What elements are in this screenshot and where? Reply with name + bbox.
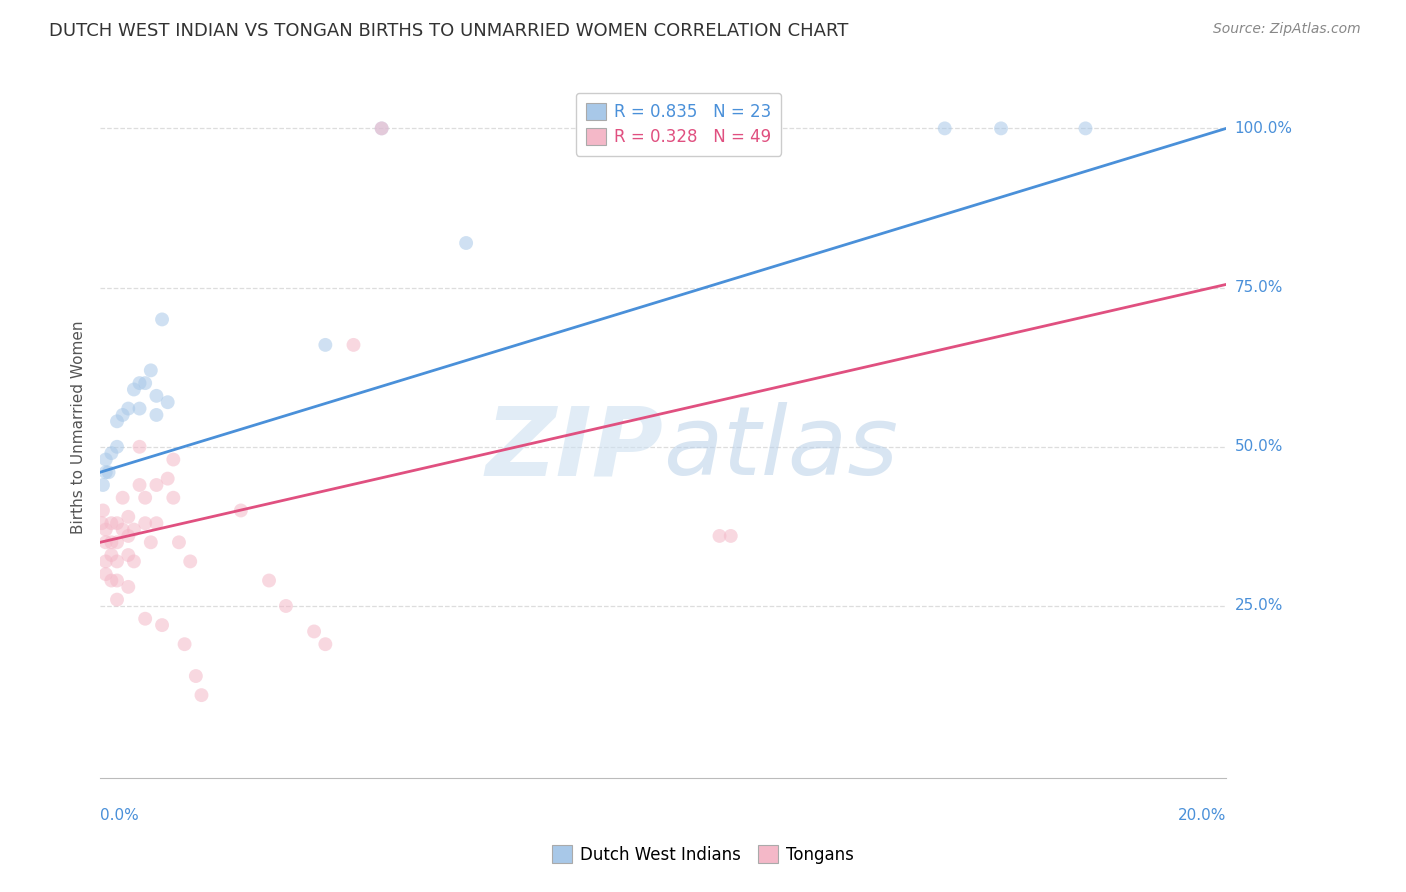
Point	[105, 574, 128, 588]
Point	[156, 395, 179, 409]
Point	[173, 637, 195, 651]
Point	[145, 478, 167, 492]
Point	[156, 472, 179, 486]
Point	[117, 509, 139, 524]
Point	[90, 516, 112, 531]
Point	[162, 452, 184, 467]
Point	[117, 401, 139, 416]
Point	[274, 599, 297, 613]
Point	[117, 529, 139, 543]
Point	[257, 574, 280, 588]
Point	[134, 612, 156, 626]
Y-axis label: Births to Unmarried Women: Births to Unmarried Women	[72, 321, 86, 534]
Point	[314, 637, 336, 651]
Point	[167, 535, 190, 549]
Point	[94, 465, 117, 479]
Point	[145, 516, 167, 531]
Point	[105, 414, 128, 428]
Point	[134, 376, 156, 390]
Point	[990, 121, 1012, 136]
Point	[94, 535, 117, 549]
Point	[111, 523, 134, 537]
Text: DUTCH WEST INDIAN VS TONGAN BIRTHS TO UNMARRIED WOMEN CORRELATION CHART: DUTCH WEST INDIAN VS TONGAN BIRTHS TO UN…	[49, 22, 849, 40]
Point	[134, 516, 156, 531]
Legend: Dutch West Indians, Tongans: Dutch West Indians, Tongans	[546, 838, 860, 871]
Point	[94, 523, 117, 537]
Point	[314, 338, 336, 352]
Point	[100, 548, 122, 562]
Point	[111, 491, 134, 505]
Point	[134, 491, 156, 505]
Point	[709, 529, 731, 543]
Point	[342, 338, 364, 352]
Point	[128, 376, 150, 390]
Text: 20.0%: 20.0%	[1178, 808, 1226, 823]
Point	[94, 567, 117, 582]
Point	[128, 478, 150, 492]
Point	[91, 478, 114, 492]
Point	[105, 554, 128, 568]
Point	[145, 389, 167, 403]
Point	[91, 503, 114, 517]
Point	[934, 121, 956, 136]
Point	[111, 408, 134, 422]
Text: 0.0%: 0.0%	[100, 808, 139, 823]
Text: atlas: atlas	[664, 402, 898, 495]
Point	[456, 235, 478, 250]
Point	[139, 535, 162, 549]
Point	[94, 554, 117, 568]
Point	[370, 121, 392, 136]
Point	[105, 440, 128, 454]
Point	[117, 580, 139, 594]
Point	[122, 383, 145, 397]
Point	[122, 554, 145, 568]
Point	[370, 121, 392, 136]
Point	[229, 503, 252, 517]
Point	[302, 624, 325, 639]
Point	[179, 554, 201, 568]
Point	[94, 452, 117, 467]
Point	[105, 516, 128, 531]
Point	[1074, 121, 1097, 136]
Point	[184, 669, 207, 683]
Point	[122, 523, 145, 537]
Text: 25.0%: 25.0%	[1234, 599, 1282, 614]
Point	[100, 574, 122, 588]
Point	[97, 465, 120, 479]
Point	[150, 618, 173, 632]
Text: 50.0%: 50.0%	[1234, 439, 1282, 454]
Point	[190, 688, 212, 702]
Point	[139, 363, 162, 377]
Point	[100, 535, 122, 549]
Text: ZIP: ZIP	[485, 402, 664, 495]
Text: 100.0%: 100.0%	[1234, 121, 1292, 136]
Point	[150, 312, 173, 326]
Point	[162, 491, 184, 505]
Point	[100, 446, 122, 460]
Point	[100, 516, 122, 531]
Point	[105, 535, 128, 549]
Point	[105, 592, 128, 607]
Point	[117, 548, 139, 562]
Text: 75.0%: 75.0%	[1234, 280, 1282, 295]
Point	[128, 401, 150, 416]
Point	[145, 408, 167, 422]
Legend: R = 0.835   N = 23, R = 0.328   N = 49: R = 0.835 N = 23, R = 0.328 N = 49	[576, 93, 782, 156]
Text: Source: ZipAtlas.com: Source: ZipAtlas.com	[1213, 22, 1361, 37]
Point	[720, 529, 742, 543]
Point	[128, 440, 150, 454]
